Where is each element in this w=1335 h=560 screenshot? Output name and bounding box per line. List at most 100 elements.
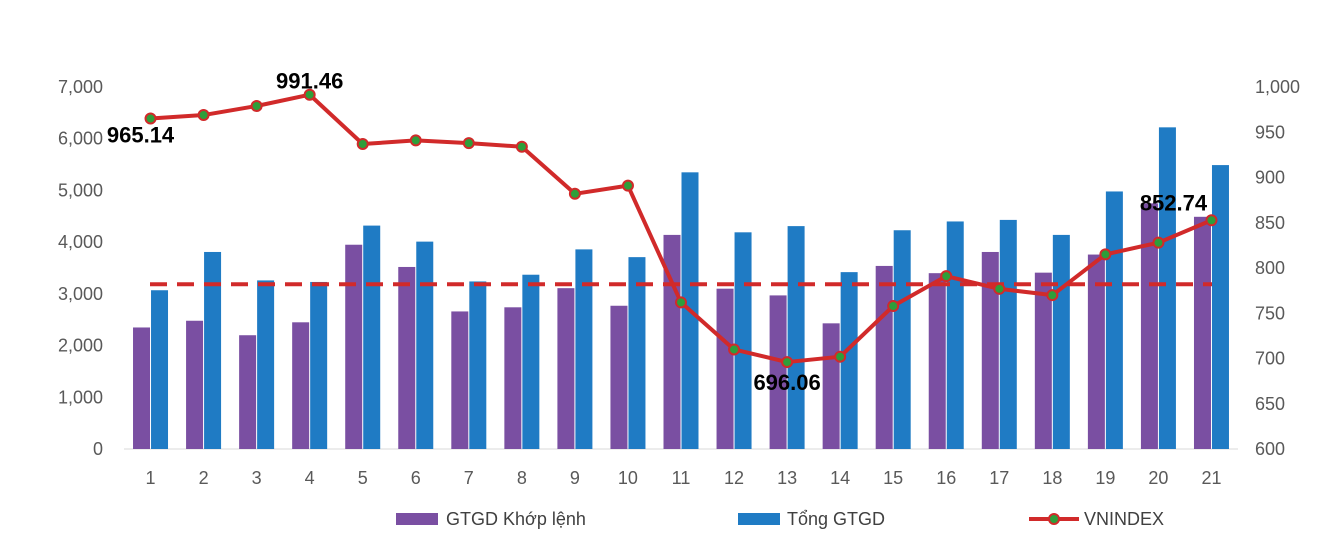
bar-khop-lenh-9	[557, 288, 575, 449]
bar-tong-gtgd-4	[310, 281, 328, 449]
legend-label-khop-lenh: GTGD Khớp lệnh	[446, 509, 586, 529]
vnindex-point-19	[1099, 248, 1112, 261]
bar-tong-gtgd-19	[1105, 191, 1123, 449]
x-tick-labels: 1 2 3 4 5 6 7 8 9 10 11 12 13 14 15 16 17 18 19 20 21	[146, 468, 1222, 488]
vnindex-point-13	[781, 356, 794, 369]
bar-tong-gtgd-21	[1211, 165, 1229, 450]
left-y-tick-labels: 0 1,000 2,000 3,000 4,000 5,000 6,000 7,000	[58, 77, 103, 459]
x-tick-19: 19	[1095, 468, 1115, 488]
left-y-tick-2000: 2,000	[58, 336, 103, 356]
data-label-696-06: 696.06	[753, 370, 820, 395]
legend: GTGD Khớp lệnh Tổng GTGD VNINDEX	[396, 509, 1164, 529]
bar-khop-lenh-1	[133, 327, 151, 449]
vnindex-point-12	[728, 343, 741, 356]
right-y-tick-850: 850	[1255, 213, 1285, 233]
vnindex-point-3	[250, 100, 263, 113]
right-y-tick-600: 600	[1255, 439, 1285, 459]
vnindex-marker-group	[144, 88, 1218, 369]
vnindex-point-2	[197, 109, 210, 122]
vnindex-point-9	[568, 187, 581, 200]
bar-khop-lenh-21	[1193, 216, 1211, 449]
bar-tong-gtgd-13	[787, 226, 805, 449]
bar-tong-gtgd-8	[522, 274, 540, 449]
bar-tong-gtgd-1	[151, 290, 169, 449]
bar-tong-gtgd-10	[628, 257, 646, 449]
legend-swatch-khop-lenh	[396, 513, 438, 525]
right-y-tick-700: 700	[1255, 349, 1285, 369]
x-tick-6: 6	[411, 468, 421, 488]
bar-khop-lenh-18	[1034, 272, 1052, 449]
bar-khop-lenh-3	[239, 335, 257, 449]
vnindex-point-20	[1152, 236, 1165, 249]
vnindex-point-18	[1046, 289, 1059, 302]
vnindex-point-21	[1205, 214, 1218, 227]
bar-tong-gtgd-17	[999, 219, 1017, 449]
bar-khop-lenh-7	[451, 311, 469, 449]
data-label-991-46: 991.46	[276, 69, 343, 94]
vnindex-point-4	[303, 88, 316, 101]
vnindex-point-1	[144, 112, 157, 125]
vnindex-point-7	[462, 137, 475, 150]
right-y-tick-900: 900	[1255, 168, 1285, 188]
left-y-tick-1000: 1,000	[58, 387, 103, 407]
bar-khop-lenh-14	[822, 323, 840, 449]
x-tick-3: 3	[252, 468, 262, 488]
x-tick-20: 20	[1148, 468, 1168, 488]
bar-tong-gtgd-15	[893, 230, 911, 449]
x-tick-1: 1	[146, 468, 156, 488]
vnindex-point-8	[515, 140, 528, 153]
bar-khop-lenh-8	[504, 307, 522, 449]
x-tick-15: 15	[883, 468, 903, 488]
legend-marker-vnindex	[1048, 513, 1060, 525]
right-y-tick-950: 950	[1255, 122, 1285, 142]
right-y-tick-650: 650	[1255, 394, 1285, 414]
x-tick-16: 16	[936, 468, 956, 488]
x-tick-17: 17	[989, 468, 1009, 488]
bar-khop-lenh-17	[981, 251, 999, 449]
vnindex-point-15	[887, 300, 900, 313]
x-tick-8: 8	[517, 468, 527, 488]
bar-khop-lenh-16	[928, 273, 946, 449]
vnindex-point-10	[621, 179, 634, 192]
legend-swatch-tong-gtgd	[738, 513, 780, 525]
bar-khop-lenh-10	[610, 305, 628, 449]
left-y-tick-0: 0	[93, 439, 103, 459]
left-y-tick-3000: 3,000	[58, 284, 103, 304]
x-tick-14: 14	[830, 468, 850, 488]
bar-khop-lenh-12	[716, 288, 734, 449]
vnindex-point-16	[940, 270, 953, 283]
bar-tong-gtgd-16	[946, 221, 964, 449]
x-tick-12: 12	[724, 468, 744, 488]
vnindex-point-5	[356, 138, 369, 151]
bar-tong-gtgd-9	[575, 249, 593, 449]
right-y-tick-800: 800	[1255, 258, 1285, 278]
bar-khop-lenh-19	[1087, 254, 1105, 449]
bar-tong-gtgd-20	[1158, 127, 1176, 449]
left-y-tick-6000: 6,000	[58, 129, 103, 149]
left-y-tick-7000: 7,000	[58, 77, 103, 97]
vnindex-point-14	[834, 350, 847, 363]
left-y-tick-4000: 4,000	[58, 232, 103, 252]
vnindex-point-11	[675, 296, 687, 309]
bar-tong-gtgd-18	[1052, 234, 1070, 449]
bar-tong-gtgd-12	[734, 232, 752, 449]
left-y-tick-5000: 5,000	[58, 180, 103, 200]
bar-khop-lenh-13	[769, 295, 787, 449]
right-y-tick-labels: 600 650 700 750 800 850 900 950 1,000	[1255, 77, 1300, 459]
bar-khop-lenh-6	[398, 266, 416, 449]
x-tick-11: 11	[672, 468, 691, 488]
bar-tong-gtgd-6	[416, 241, 434, 449]
data-label-852-74: 852.74	[1140, 190, 1208, 215]
bar-khop-lenh-20	[1140, 203, 1158, 449]
vnindex-line	[150, 92, 1213, 365]
bar-tong-gtgd-3	[257, 280, 275, 449]
x-tick-9: 9	[570, 468, 580, 488]
x-tick-5: 5	[358, 468, 368, 488]
x-tick-4: 4	[305, 468, 315, 488]
bar-tong-gtgd-7	[469, 281, 487, 449]
x-tick-21: 21	[1201, 468, 1221, 488]
bar-tong-gtgd-14	[840, 272, 858, 449]
legend-label-vnindex: VNINDEX	[1084, 509, 1164, 529]
